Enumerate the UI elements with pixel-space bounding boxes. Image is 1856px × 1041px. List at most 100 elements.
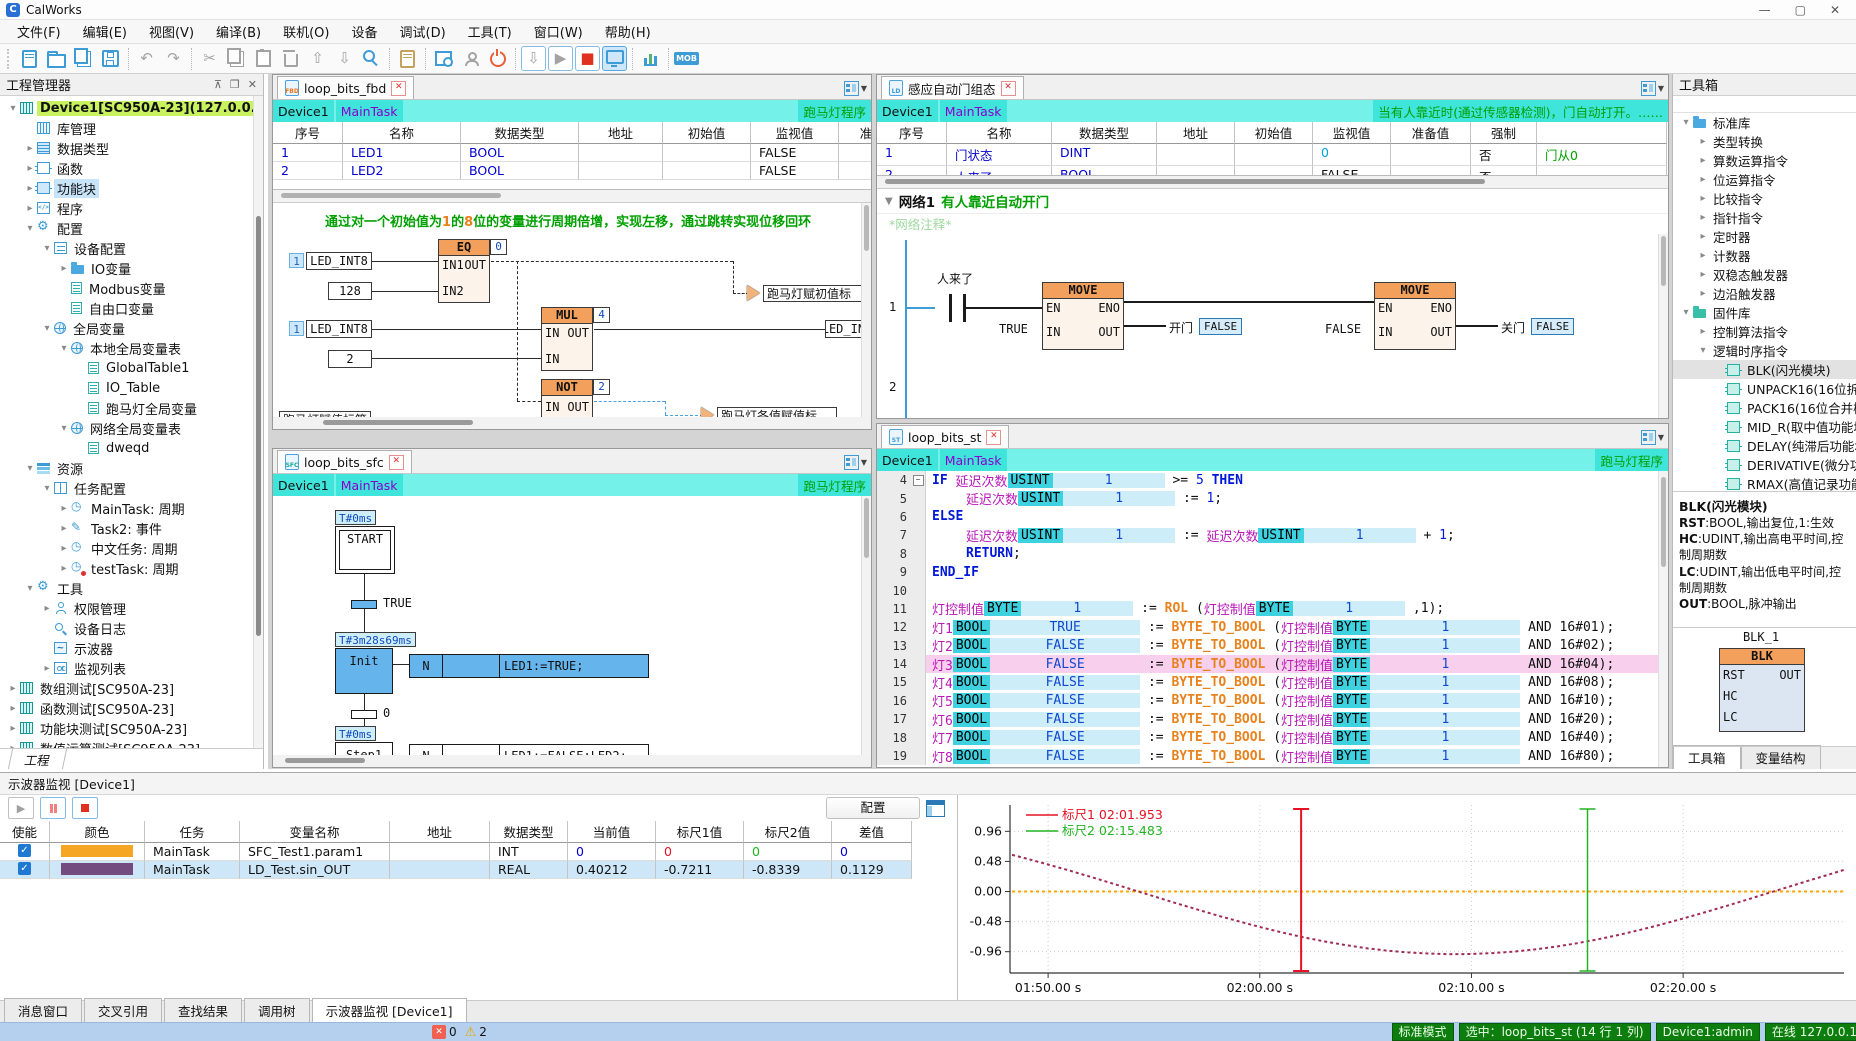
column-header-名称[interactable]: 名称 <box>947 122 1052 144</box>
table-row[interactable]: 2 LED2 BOOL FALSE <box>273 162 871 180</box>
st-device-label[interactable]: Device1 <box>877 449 938 471</box>
sfc-transition-true[interactable] <box>351 600 377 609</box>
project-tree-item-中文任务: 周期[interactable]: ▸中文任务: 周期 <box>0 538 263 558</box>
project-tree-item-配置[interactable]: ▾ 配置 <box>0 218 263 238</box>
tree-arrow-icon[interactable]: ▸ <box>61 502 67 514</box>
tree-arrow-icon[interactable]: ▾ <box>1700 345 1706 356</box>
column-header-差值[interactable]: 差值 <box>832 821 912 843</box>
column-header-监视值[interactable]: 监视值 <box>1313 122 1391 144</box>
tree-arrow-icon[interactable]: ▸ <box>1700 136 1706 147</box>
ld-vscrollbar[interactable] <box>1658 234 1668 418</box>
project-tree-item-工具[interactable]: ▾ 工具 <box>0 578 263 598</box>
column-header-数据类型[interactable]: 数据类型 <box>461 122 579 144</box>
column-header-初始值[interactable]: 初始值 <box>663 122 751 144</box>
bottom-tab-示波器监视 [Device1][interactable]: 示波器监视 [Device1] <box>311 998 467 1022</box>
close-button[interactable]: ✕ <box>1829 2 1840 17</box>
st-code-line-6[interactable]: 6 ELSE <box>877 507 1668 527</box>
st-vscrollbar[interactable] <box>1658 471 1668 767</box>
menu-文件(F)[interactable]: 文件(F) <box>17 26 61 41</box>
pin-out[interactable]: OUT <box>567 400 589 414</box>
tree-arrow-icon[interactable]: ▸ <box>44 662 50 674</box>
sfc-task-label[interactable]: MainTask <box>335 474 403 496</box>
scope-chart-svg[interactable]: 0.96 0.48 0.00 -0.48 -0.96 01:50.00 s 02:00.00… <box>964 797 1852 999</box>
tree-arrow-icon[interactable]: ▸ <box>27 162 33 174</box>
project-tree-item-权限管理[interactable]: ▸ 权限管理 <box>0 598 263 618</box>
project-tree-item-本地全局变量表[interactable]: ▾ 本地全局变量表 <box>0 338 263 358</box>
column-header-标尺2值[interactable]: 标尺2值 <box>744 821 832 843</box>
compile-button[interactable] <box>395 46 420 71</box>
st-code-line-18[interactable]: 18 灯7 BOOL FALSE := BYTE_TO_BOOL (灯控制值 BYTE 1… <box>877 728 1668 747</box>
tree-arrow-icon[interactable]: ▸ <box>1700 193 1706 204</box>
project-tree-item-函数[interactable]: ▸ 函数 <box>0 158 263 178</box>
project-tree-item-Task2: 事件[interactable]: ▸Task2: 事件 <box>0 518 263 538</box>
ld-operand-close-door[interactable]: 关门 <box>1501 321 1526 335</box>
collapse-icon[interactable]: ▼ <box>885 195 893 207</box>
st-code-line-9[interactable]: 9 END_IF <box>877 562 1668 582</box>
menu-调试(D)[interactable]: 调试(D) <box>399 26 446 41</box>
scope-pause-button[interactable] <box>40 797 66 819</box>
tree-arrow-icon[interactable]: ▾ <box>10 102 16 114</box>
download-button[interactable]: ⇩ <box>521 46 546 71</box>
pin-out[interactable]: OUT <box>1430 325 1452 339</box>
column-header-变量名称[interactable]: 变量名称 <box>240 821 390 843</box>
open-file-button[interactable] <box>44 46 69 71</box>
project-tree-item-数值运算测试[SC950A-23][interactable]: ▸ 数值运算测试[SC950A-23] <box>0 738 263 748</box>
menu-窗口(W)[interactable]: 窗口(W) <box>533 26 583 41</box>
tree-arrow-icon[interactable]: ▸ <box>44 602 50 614</box>
scope-play-button[interactable]: ▶ <box>8 797 34 819</box>
pin-in[interactable]: IN <box>545 400 560 414</box>
toolbox-item-双稳态触发器[interactable]: ▸ 双稳态触发器 <box>1673 265 1856 284</box>
tree-arrow-icon[interactable]: ▸ <box>1700 250 1706 261</box>
tab-project[interactable]: 工程 <box>7 749 68 769</box>
st-code-line-16[interactable]: 16 灯5 BOOL FALSE := BYTE_TO_BOOL (灯控制值 BYTE 1… <box>877 691 1668 710</box>
run-button[interactable]: ▶ <box>548 46 573 71</box>
tree-arrow-icon[interactable]: ▾ <box>27 462 33 474</box>
fbd-variable-table[interactable]: 序号名称数据类型地址初始值监视值准备值1LED1BOOLFALSE2LED2BO… <box>273 122 871 190</box>
ld-variable-table[interactable]: 序号名称数据类型地址初始值监视值准备值强制1门状态DINT0否门从02人来了BO… <box>877 122 1668 176</box>
menu-视图(V)[interactable]: 视图(V) <box>148 26 195 41</box>
project-tree-item-函数测试[SC950A-23][interactable]: ▸ 函数测试[SC950A-23] <box>0 698 263 718</box>
toolbox-item-定时器[interactable]: ▸ 定时器 <box>1673 227 1856 246</box>
tree-arrow-icon[interactable]: ▸ <box>27 202 33 214</box>
pin-in[interactable]: IN <box>1046 325 1061 339</box>
table-row[interactable]: 1 门状态 DINT 0 否门从0 <box>877 144 1668 166</box>
sfc-tab-close-icon[interactable]: ✕ <box>388 454 404 470</box>
st-task-label[interactable]: MainTask <box>939 449 1007 471</box>
user-button[interactable] <box>458 46 483 71</box>
scope-chart[interactable]: 0.96 0.48 0.00 -0.48 -0.96 01:50.00 s 02:00.00… <box>964 797 1852 999</box>
stop-button[interactable]: ■ <box>575 46 600 71</box>
st-code-line-17[interactable]: 17 灯6 BOOL FALSE := BYTE_TO_BOOL (灯控制值 BYTE 1… <box>877 710 1668 729</box>
tab-toolbox[interactable]: 工具箱 <box>1673 745 1741 769</box>
tree-arrow-icon[interactable]: ▾ <box>61 342 67 354</box>
scope-config-button[interactable]: 配置 <box>826 797 920 819</box>
tree-arrow-icon[interactable]: ▸ <box>61 522 67 534</box>
tree-arrow-icon[interactable]: ▾ <box>44 322 50 334</box>
column-header-初始值[interactable]: 初始值 <box>1235 122 1313 144</box>
fbd-operand-led-int8[interactable]: LED_INT8 <box>306 252 372 270</box>
st-tab-close-icon[interactable]: ✕ <box>986 429 1002 445</box>
tree-arrow-icon[interactable]: ▸ <box>1700 155 1706 166</box>
sfc-vscrollbar[interactable] <box>861 496 871 755</box>
ld-operand-open-door[interactable]: 开门 <box>1169 321 1194 335</box>
tree-arrow-icon[interactable]: ▸ <box>1700 288 1706 299</box>
st-code-line-19[interactable]: 19 灯8 BOOL FALSE := BYTE_TO_BOOL (灯控制值 BYTE 1… <box>877 746 1668 766</box>
save-button[interactable] <box>98 46 123 71</box>
ld-contact-icon[interactable] <box>949 294 952 322</box>
sfc-layout-icon[interactable]: ▼ <box>843 455 867 470</box>
tree-arrow-icon[interactable]: ▸ <box>1700 212 1706 223</box>
st-code-line-10[interactable]: 10 <box>877 581 1668 600</box>
ld-network-header[interactable]: ▼ 网络1 有人靠近自动开门 <box>877 189 1668 214</box>
scope-variable-table[interactable]: 使能 颜色 任务 变量名称 地址 数据类型 当前值 标尺1值 标尺2值 差值 ✓ MainTask SF… <box>0 821 957 891</box>
st-code-editor[interactable]: 4− IF 延迟次数 USINT 1 >= 5 THEN 5 延迟次数 USINT 1 := … <box>877 471 1668 767</box>
fold-gutter[interactable]: − <box>911 471 926 490</box>
toolbox-item-边沿触发器[interactable]: ▸ 边沿触发器 <box>1673 284 1856 303</box>
menu-设备[interactable]: 设备 <box>351 26 378 41</box>
fbd-hscrollbar[interactable] <box>273 417 871 429</box>
fbd-operand-out[interactable]: LED_INT <box>825 320 869 338</box>
column-header-序号[interactable]: 序号 <box>877 122 947 144</box>
table-row[interactable]: ✓ MainTask LD_Test.sin_OUT REAL 0.40212 -0.72… <box>0 861 957 879</box>
pin-out[interactable]: OUT <box>464 258 486 272</box>
table-row[interactable]: ✓ MainTask SFC_Test1.param1 INT 0 0 0 0 <box>0 843 957 861</box>
st-code-line-5[interactable]: 5 延迟次数 USINT 1 := 1; <box>877 489 1668 508</box>
toolbox-item-PACK16(16位合并模[interactable]: PACK16(16位合并模 <box>1673 398 1856 417</box>
